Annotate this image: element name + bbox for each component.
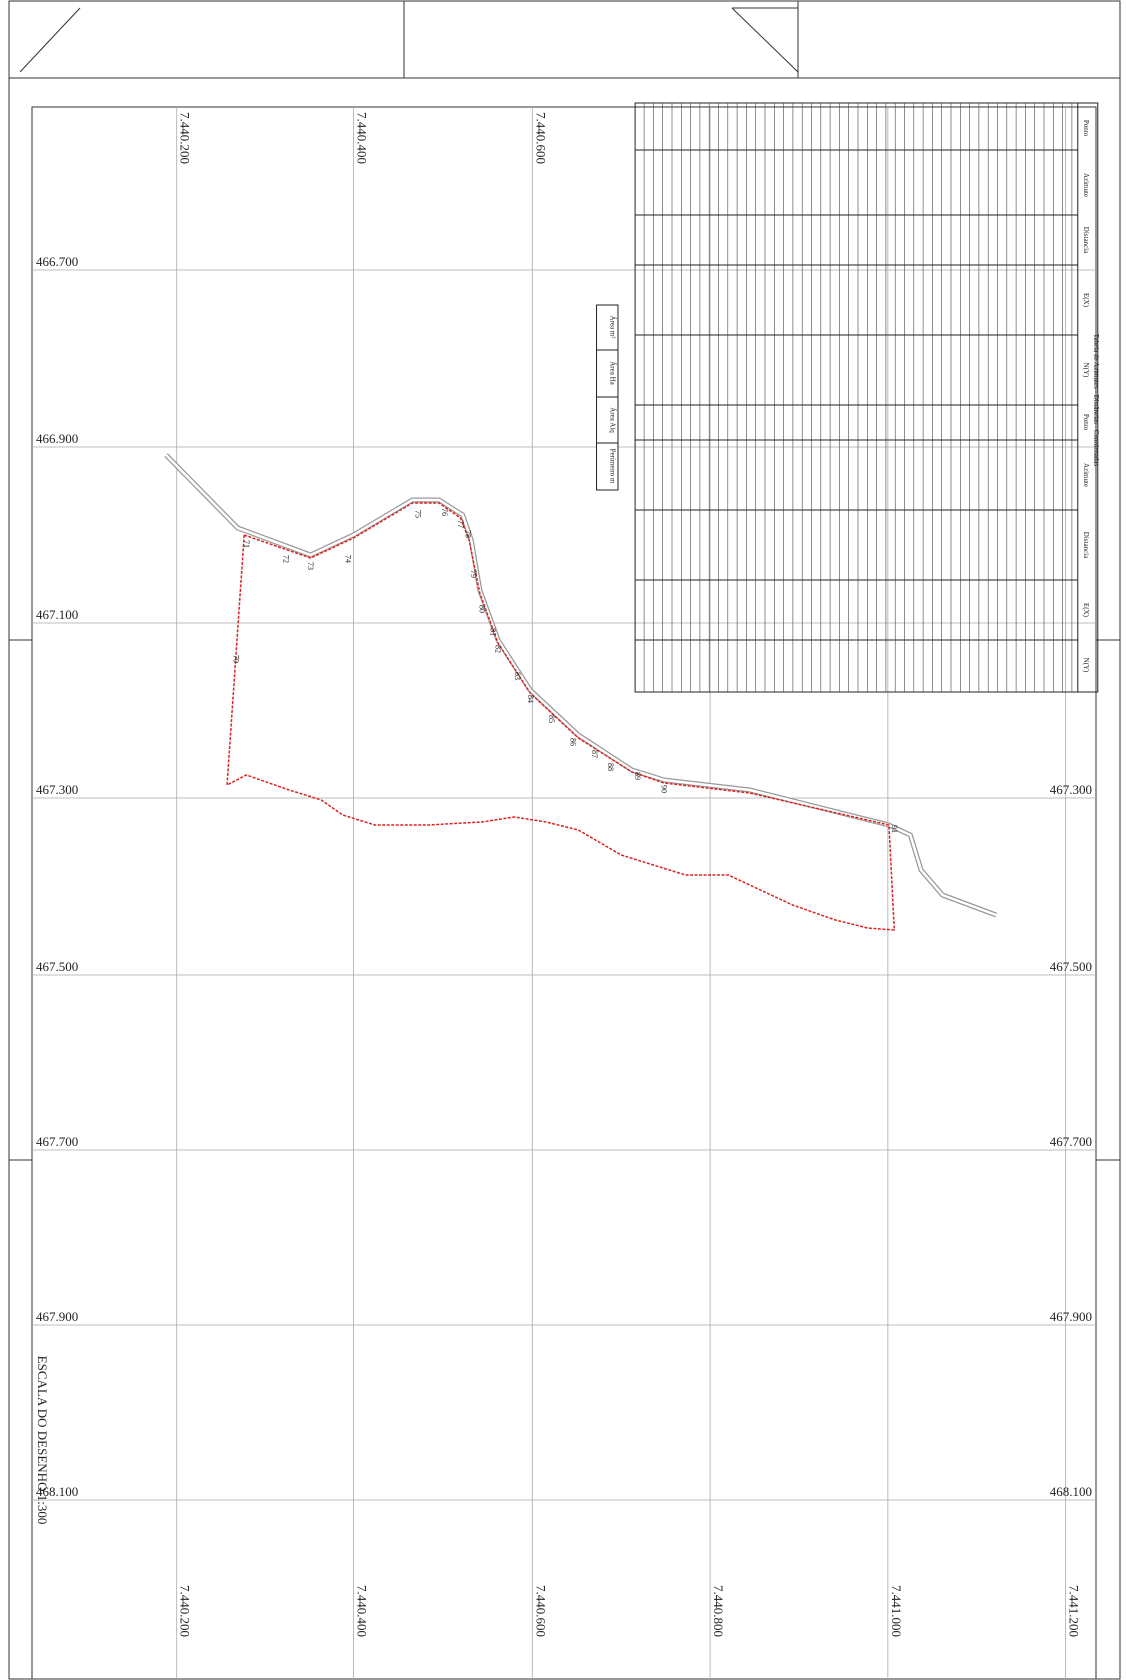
table-header: Azimute — [1082, 463, 1090, 487]
table-header: Ponto — [1082, 120, 1090, 137]
table-header: E(X) — [1082, 603, 1090, 618]
point-label: 76 — [440, 508, 449, 516]
table-header: N(Y) — [1082, 658, 1090, 673]
x-label: 7.440.400 — [354, 1585, 369, 1637]
point-label: 87 — [590, 750, 599, 758]
area-box-header: Perímetro m — [608, 449, 616, 484]
y-label: 467.700 — [36, 1134, 78, 1149]
x-label: 7.441.000 — [889, 1585, 904, 1637]
point-label: 91 — [890, 825, 899, 833]
y-label: 467.300 — [1050, 782, 1092, 797]
y-label: 466.900 — [36, 431, 78, 446]
point-label: 86 — [569, 738, 578, 746]
y-label: 466.700 — [36, 254, 78, 269]
point-label: 82 — [494, 645, 503, 653]
point-label: 84 — [526, 695, 535, 703]
point-label: 71 — [242, 540, 251, 548]
area-box-header: Área Alq — [608, 407, 616, 433]
grid — [32, 107, 1096, 1679]
point-label: 83 — [513, 672, 522, 680]
x-label: 7.440.200 — [178, 1585, 193, 1637]
road — [164, 453, 997, 918]
point-label: 79 — [469, 570, 478, 578]
area-box-header: Área m² — [608, 316, 616, 339]
y-label: 468.100 — [1050, 1484, 1092, 1499]
table-header: Distancia — [1082, 227, 1090, 254]
x-label: 7.440.400 — [354, 112, 369, 164]
point-label: 81 — [488, 628, 497, 636]
table-header: E(X) — [1082, 293, 1090, 308]
point-label: 77 — [456, 520, 465, 528]
point-label: 88 — [606, 763, 615, 771]
y-label: 467.500 — [36, 959, 78, 974]
table-header: Distancia — [1082, 532, 1090, 559]
coordinate-table: Tabela de Azimutes - Distâncias - Coorde… — [596, 102, 1100, 693]
y-label: 468.100 — [36, 1484, 78, 1499]
point-label: 85 — [547, 715, 556, 723]
point-label: 78 — [464, 530, 473, 538]
point-label: 74 — [344, 555, 353, 563]
table-header: Ponto — [1082, 414, 1090, 431]
y-label: 467.900 — [1050, 1309, 1092, 1324]
y-label: 467.500 — [1050, 959, 1092, 974]
x-label: 7.440.600 — [533, 112, 548, 164]
table-title: Tabela de Azimutes - Distâncias - Coorde… — [1092, 334, 1100, 467]
y-label: 467.700 — [1050, 1134, 1092, 1149]
x-label: 7.440.200 — [178, 112, 193, 164]
area-box: Área m² Área Ha Área Alq Perímetro m — [596, 304, 619, 491]
point-label: 73 — [306, 562, 315, 570]
point-label: 75 — [413, 510, 422, 518]
frame — [8, 0, 1121, 1680]
point-label: 70 — [231, 655, 240, 663]
parcel-boundary — [226, 502, 896, 931]
scale-note: ESCALA DO DESENHO 1:300 — [35, 1356, 50, 1525]
y-label: 467.300 — [36, 782, 78, 797]
table-frame — [634, 102, 1099, 693]
point-label: 72 — [282, 555, 291, 563]
y-label: 467.100 — [36, 607, 78, 622]
y-label: 467.900 — [36, 1309, 78, 1324]
x-label: 7.440.800 — [711, 1585, 726, 1637]
point-label: 90 — [660, 785, 669, 793]
x-label: 7.440.600 — [533, 1585, 548, 1637]
table-header: N(Y) — [1082, 363, 1090, 378]
point-label: 80 — [478, 605, 487, 613]
x-label: 7.441.200 — [1067, 1585, 1082, 1637]
area-box-header: Área Ha — [608, 361, 616, 385]
table-header: Azimute — [1082, 173, 1090, 197]
point-label: 89 — [633, 772, 642, 780]
